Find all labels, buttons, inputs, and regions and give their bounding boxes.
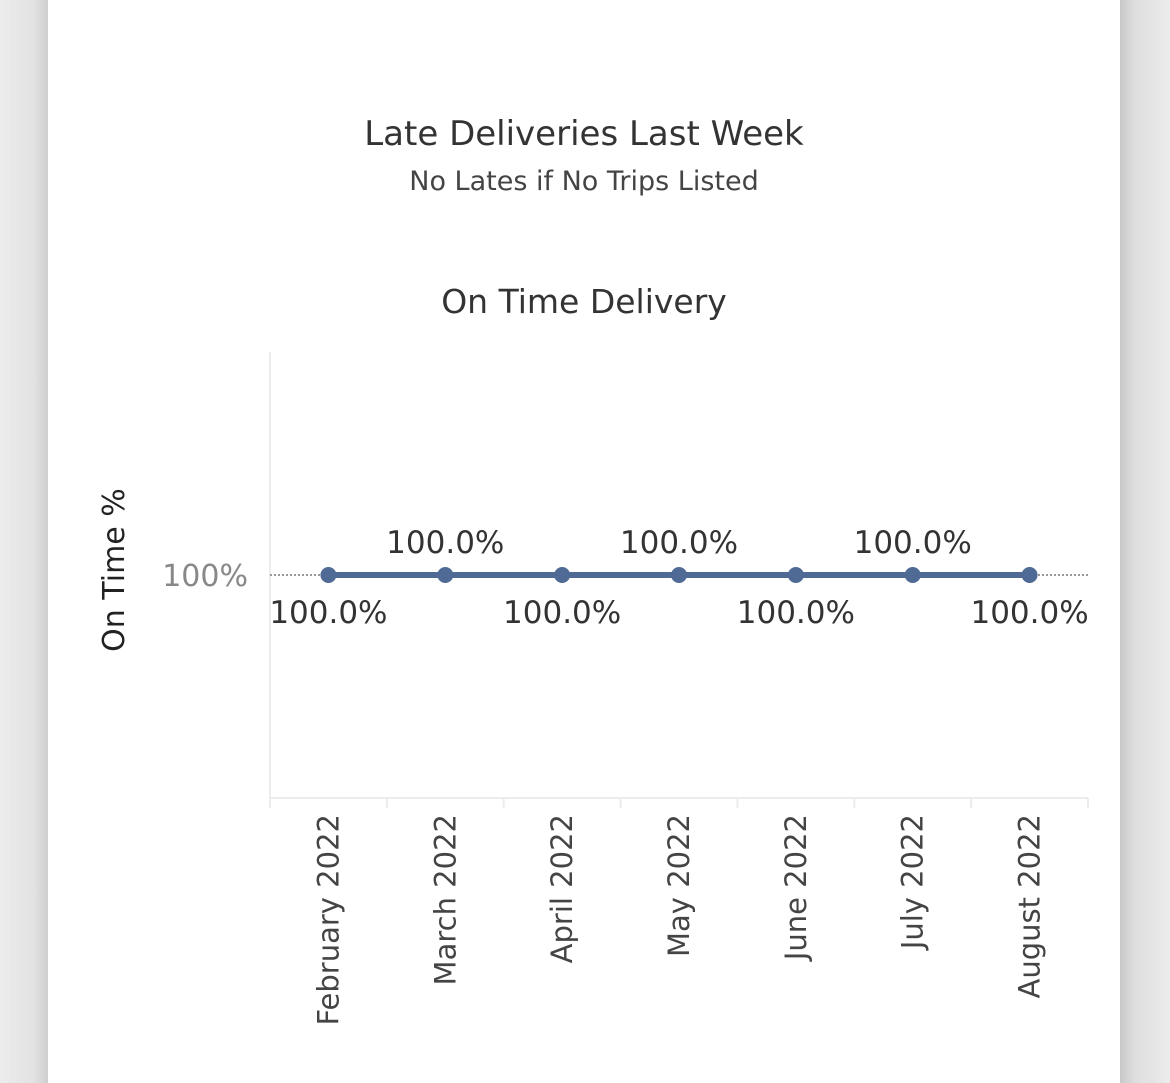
chart-axes: 100% <box>162 352 1089 808</box>
data-point[interactable] <box>437 567 454 583</box>
dashboard-panel <box>48 0 1120 1083</box>
chart-data-labels-layer: 100.0% 100.0% 100.0% 100.0% 100.0% 100.0% 100.… <box>269 525 1088 631</box>
data-label: 100.0% <box>269 595 387 631</box>
chart-title: On Time Delivery <box>441 282 727 321</box>
x-category-label: April 2022 <box>545 814 579 963</box>
x-category-label: March 2022 <box>428 814 462 985</box>
data-label: 100.0% <box>503 595 621 631</box>
chart-category-labels-layer: February 2022 March 2022 April 2022 May 202… <box>311 814 1046 1026</box>
x-category-label: July 2022 <box>896 814 930 951</box>
x-category-label: June 2022 <box>779 814 813 962</box>
data-point[interactable] <box>1021 567 1038 583</box>
data-point[interactable] <box>554 567 571 583</box>
data-point[interactable] <box>787 567 804 583</box>
x-category-label: August 2022 <box>1013 814 1047 999</box>
late-deliveries-title: Late Deliveries Last Week <box>364 114 804 154</box>
on-time-delivery-chart[interactable]: 100% 100.0%100.0%100.0%100.0%100.0%100.0… <box>48 330 1120 1070</box>
data-label: 100.0% <box>620 525 738 561</box>
data-point[interactable] <box>904 567 921 583</box>
x-category-label: February 2022 <box>311 814 345 1026</box>
window-right-shadow <box>1120 0 1170 1083</box>
x-category-label: May 2022 <box>662 814 696 957</box>
y-axis-title: On Time % <box>97 488 132 652</box>
window-left-shadow <box>0 0 48 1083</box>
data-label: 100.0% <box>854 525 972 561</box>
late-deliveries-subtitle: No Lates if No Trips Listed <box>409 166 759 197</box>
cropped-axis-fragment-icon: ▔ <box>314 0 340 22</box>
chart-points-layer[interactable] <box>320 567 1038 583</box>
data-label: 100.0% <box>737 595 855 631</box>
data-label: 100.0% <box>970 595 1088 631</box>
y-tick-label: 100% <box>162 559 248 594</box>
data-point[interactable] <box>671 567 687 583</box>
data-label: 100.0% <box>386 525 504 561</box>
data-point[interactable] <box>320 567 337 583</box>
